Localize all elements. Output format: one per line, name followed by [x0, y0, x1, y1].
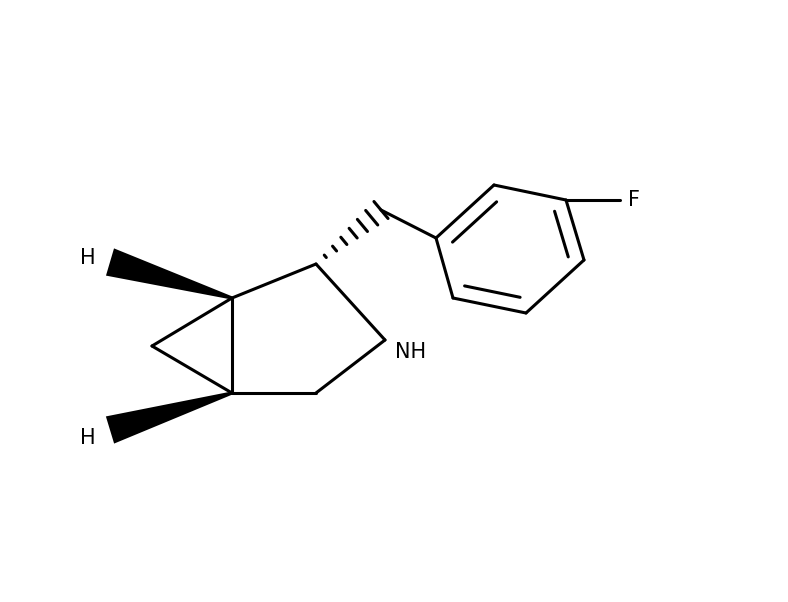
Polygon shape — [106, 391, 232, 444]
Polygon shape — [106, 249, 232, 300]
Text: H: H — [80, 428, 96, 448]
Text: NH: NH — [395, 342, 426, 362]
Text: H: H — [80, 248, 96, 268]
Text: F: F — [628, 190, 640, 210]
